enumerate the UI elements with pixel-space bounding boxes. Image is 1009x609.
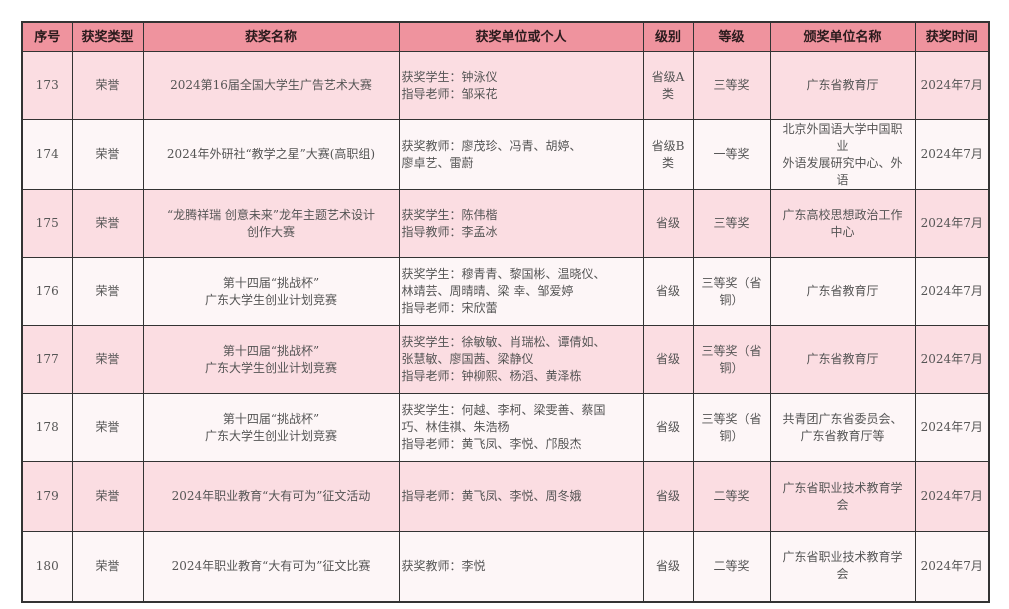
cell-issuer: 广东省教育厅 bbox=[769, 257, 916, 326]
cell-grade: 三等奖 bbox=[692, 189, 771, 258]
cell-award-type: 荣誉 bbox=[71, 393, 144, 462]
cell-award-type: 荣誉 bbox=[71, 119, 144, 190]
cell-award-type: 荣誉 bbox=[71, 531, 144, 602]
cell-award-type: 荣誉 bbox=[71, 189, 144, 258]
cell-number: 180 bbox=[21, 531, 73, 602]
cell-level: 省级 bbox=[642, 393, 694, 462]
cell-issuer: 广东高校思想政治工作 中心 bbox=[769, 189, 916, 258]
awards-table: 序号 获奖类型 获奖名称 获奖单位或个人 级别 等级 颁奖单位名称 获奖时间 173 荣誉 202… bbox=[21, 21, 990, 603]
table-row: 173 荣誉 2024第16届全国大学生广告艺术大赛 获奖学生：钟泳仪 指导老师：邹采… bbox=[21, 51, 990, 120]
cell-date: 2024年7月 bbox=[914, 51, 990, 120]
header-row: 序号 获奖类型 获奖名称 获奖单位或个人 级别 等级 颁奖单位名称 获奖时间 bbox=[21, 21, 990, 52]
header-col-winner: 获奖单位或个人 bbox=[398, 21, 644, 52]
cell-level: 省级 bbox=[642, 461, 694, 532]
cell-number: 178 bbox=[21, 393, 73, 462]
cell-number: 175 bbox=[21, 189, 73, 258]
cell-date: 2024年7月 bbox=[914, 531, 990, 602]
cell-winner: 获奖学生：穆青青、黎国彬、温晓仪、 林靖芸、周晴晴、梁 幸、邹爱婷 指导老师：宋… bbox=[398, 257, 644, 326]
cell-issuer: 广东省职业技术教育学 会 bbox=[769, 531, 916, 602]
cell-number: 174 bbox=[21, 119, 73, 190]
cell-award-name: 2024第16届全国大学生广告艺术大赛 bbox=[142, 51, 400, 120]
table-row: 174 荣誉 2024年外研社“教学之星”大赛(高职组) 获奖教师：廖茂珍、冯青、胡婷… bbox=[21, 119, 990, 190]
cell-grade: 三等奖（省 铜） bbox=[692, 257, 771, 326]
cell-winner: 获奖教师：廖茂珍、冯青、胡婷、 廖卓艺、雷蔚 bbox=[398, 119, 644, 190]
table-row: 180 荣誉 2024年职业教育“大有可为”征文比赛 获奖教师：李悦 省级 二等奖 广东省职… bbox=[21, 531, 990, 602]
header-col-issuer: 颁奖单位名称 bbox=[769, 21, 916, 52]
header-col-level: 级别 bbox=[642, 21, 694, 52]
cell-award-name: 2024年职业教育“大有可为”征文活动 bbox=[142, 461, 400, 532]
cell-date: 2024年7月 bbox=[914, 461, 990, 532]
cell-award-name: “龙腾祥瑞 创意未来”龙年主题艺术设计 创作大赛 bbox=[142, 189, 400, 258]
cell-date: 2024年7月 bbox=[914, 119, 990, 190]
cell-number: 179 bbox=[21, 461, 73, 532]
cell-issuer: 北京外国语大学中国职 业 外语发展研究中心、外 语 bbox=[769, 119, 916, 190]
cell-level: 省级 bbox=[642, 531, 694, 602]
cell-award-name: 2024年外研社“教学之星”大赛(高职组) bbox=[142, 119, 400, 190]
cell-award-type: 荣誉 bbox=[71, 325, 144, 394]
header-col-date: 获奖时间 bbox=[914, 21, 990, 52]
cell-date: 2024年7月 bbox=[914, 393, 990, 462]
cell-level: 省级 bbox=[642, 325, 694, 394]
header-col-grade: 等级 bbox=[692, 21, 771, 52]
cell-level: 省级A 类 bbox=[642, 51, 694, 120]
table-row: 177 荣誉 第十四届“挑战杯” 广东大学生创业计划竞赛 获奖学生：徐敏敏、肖瑞松、谭… bbox=[21, 325, 990, 394]
table-row: 179 荣誉 2024年职业教育“大有可为”征文活动 指导老师：黄飞凤、李悦、周冬娥省… bbox=[21, 461, 990, 532]
cell-grade: 一等奖 bbox=[692, 119, 771, 190]
cell-grade: 三等奖（省 铜） bbox=[692, 325, 771, 394]
cell-number: 176 bbox=[21, 257, 73, 326]
cell-award-type: 荣誉 bbox=[71, 257, 144, 326]
table-row: 178 荣誉 第十四届“挑战杯” 广东大学生创业计划竞赛 获奖学生：何越、李柯、梁雯善… bbox=[21, 393, 990, 462]
cell-award-name: 2024年职业教育“大有可为”征文比赛 bbox=[142, 531, 400, 602]
table-row: 175 荣誉 “龙腾祥瑞 创意未来”龙年主题艺术设计 创作大赛 获奖学生：陈伟楷 指导… bbox=[21, 189, 990, 258]
cell-grade: 二等奖 bbox=[692, 531, 771, 602]
cell-award-type: 荣誉 bbox=[71, 51, 144, 120]
cell-grade: 三等奖（省 铜） bbox=[692, 393, 771, 462]
header-col-number: 序号 bbox=[21, 21, 73, 52]
cell-issuer: 广东省教育厅 bbox=[769, 51, 916, 120]
cell-winner: 获奖学生：钟泳仪 指导老师：邹采花 bbox=[398, 51, 644, 120]
cell-issuer: 共青团广东省委员会、 广东省教育厅等 bbox=[769, 393, 916, 462]
cell-issuer: 广东省教育厅 bbox=[769, 325, 916, 394]
cell-award-type: 荣誉 bbox=[71, 461, 144, 532]
cell-winner: 获奖学生：何越、李柯、梁雯善、蔡国 巧、林佳祺、朱浩杨 指导老师：黄飞凤、李悦、… bbox=[398, 393, 644, 462]
cell-date: 2024年7月 bbox=[914, 257, 990, 326]
cell-grade: 三等奖 bbox=[692, 51, 771, 120]
cell-level: 省级B 类 bbox=[642, 119, 694, 190]
cell-number: 177 bbox=[21, 325, 73, 394]
header-col-award-type: 获奖类型 bbox=[71, 21, 144, 52]
cell-date: 2024年7月 bbox=[914, 189, 990, 258]
cell-award-name: 第十四届“挑战杯” 广东大学生创业计划竞赛 bbox=[142, 325, 400, 394]
cell-award-name: 第十四届“挑战杯” 广东大学生创业计划竞赛 bbox=[142, 393, 400, 462]
cell-winner: 获奖教师：李悦 bbox=[398, 531, 644, 602]
cell-date: 2024年7月 bbox=[914, 325, 990, 394]
header-col-award-name: 获奖名称 bbox=[142, 21, 400, 52]
cell-winner: 获奖学生：徐敏敏、肖瑞松、谭倩如、 张慧敏、廖国茜、梁静仪 指导老师：钟柳熙、杨… bbox=[398, 325, 644, 394]
cell-award-name: 第十四届“挑战杯” 广东大学生创业计划竞赛 bbox=[142, 257, 400, 326]
cell-grade: 二等奖 bbox=[692, 461, 771, 532]
cell-level: 省级 bbox=[642, 257, 694, 326]
cell-level: 省级 bbox=[642, 189, 694, 258]
cell-winner: 指导老师：黄飞凤、李悦、周冬娥 bbox=[398, 461, 644, 532]
cell-winner: 获奖学生：陈伟楷 指导教师：李孟冰 bbox=[398, 189, 644, 258]
table-row: 176 荣誉 第十四届“挑战杯” 广东大学生创业计划竞赛 获奖学生：穆青青、黎国彬、温… bbox=[21, 257, 990, 326]
cell-issuer: 广东省职业技术教育学 会 bbox=[769, 461, 916, 532]
cell-number: 173 bbox=[21, 51, 73, 120]
